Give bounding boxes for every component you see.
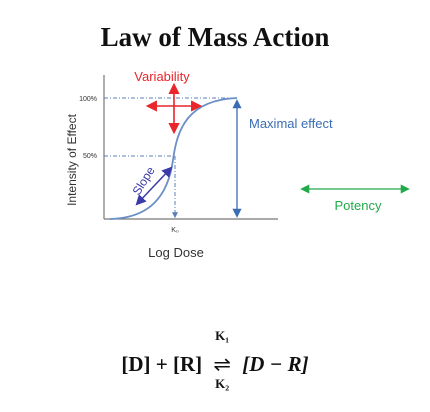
page-title: Law of Mass Action xyxy=(100,22,330,52)
x-axis-label: Log Dose xyxy=(148,245,204,260)
equilibrium-arrows: K₁ ⇌ K₂ xyxy=(213,328,231,391)
variability-label: Variability xyxy=(134,69,190,84)
maximal-effect-label: Maximal effect xyxy=(249,116,333,131)
y-axis-label: Intensity of Effect xyxy=(65,113,79,205)
tick-100-label: 100% xyxy=(79,96,97,103)
equilibrium-arrow-icon: ⇌ xyxy=(213,352,231,376)
potency-label: Potency xyxy=(335,198,382,213)
rate-constant-k2: K₂ xyxy=(215,376,230,391)
tick-50-label: 50% xyxy=(83,153,97,160)
equation-right: [D − R] xyxy=(242,352,309,376)
slope-label: Slope xyxy=(130,164,158,198)
slope-arrow xyxy=(135,166,173,206)
equation-left: [D] + [R] xyxy=(121,352,203,376)
rate-constant-k1: K₁ xyxy=(215,328,230,343)
mass-action-equation: [D] + [R] K₁ ⇌ K₂ [D − R] xyxy=(0,328,430,391)
x-tick-k0-label: K₀ xyxy=(171,227,179,234)
